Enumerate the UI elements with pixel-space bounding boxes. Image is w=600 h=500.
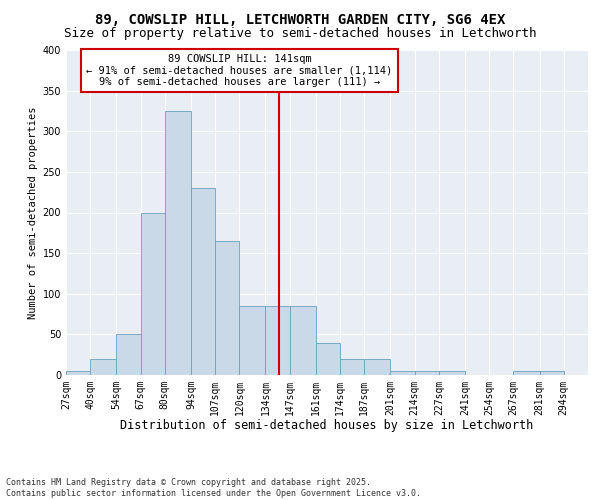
X-axis label: Distribution of semi-detached houses by size in Letchworth: Distribution of semi-detached houses by …: [121, 420, 533, 432]
Text: 89 COWSLIP HILL: 141sqm
← 91% of semi-detached houses are smaller (1,114)
9% of : 89 COWSLIP HILL: 141sqm ← 91% of semi-de…: [86, 54, 392, 88]
Y-axis label: Number of semi-detached properties: Number of semi-detached properties: [28, 106, 38, 319]
Bar: [391, 371, 415, 375]
Bar: [140, 212, 165, 375]
Bar: [364, 359, 391, 375]
Bar: [514, 371, 539, 375]
Bar: [415, 371, 439, 375]
Bar: [316, 342, 340, 375]
Text: Contains HM Land Registry data © Crown copyright and database right 2025.
Contai: Contains HM Land Registry data © Crown c…: [6, 478, 421, 498]
Bar: [116, 334, 140, 375]
Bar: [539, 371, 564, 375]
Bar: [215, 241, 239, 375]
Bar: [340, 359, 364, 375]
Text: 89, COWSLIP HILL, LETCHWORTH GARDEN CITY, SG6 4EX: 89, COWSLIP HILL, LETCHWORTH GARDEN CITY…: [95, 12, 505, 26]
Bar: [439, 371, 465, 375]
Bar: [191, 188, 215, 375]
Text: Size of property relative to semi-detached houses in Letchworth: Size of property relative to semi-detach…: [64, 28, 536, 40]
Bar: [290, 306, 316, 375]
Bar: [239, 306, 265, 375]
Bar: [90, 359, 116, 375]
Bar: [165, 111, 191, 375]
Bar: [265, 306, 290, 375]
Bar: [66, 371, 90, 375]
